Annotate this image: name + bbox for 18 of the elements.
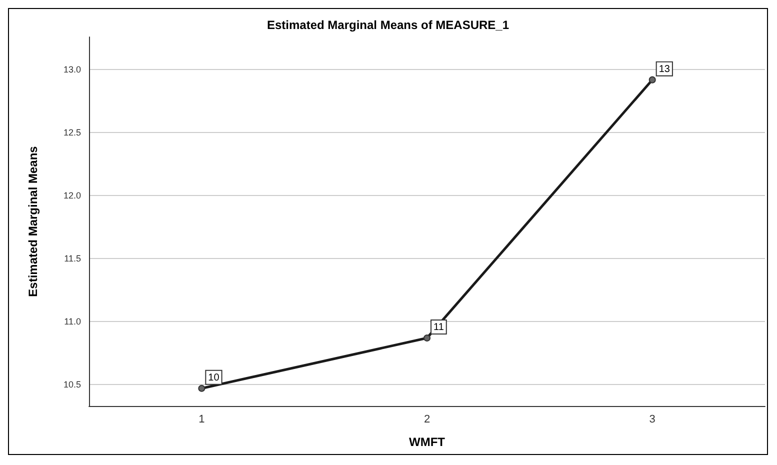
- y-tick-label: 10.5: [63, 380, 81, 390]
- chart-title: Estimated Marginal Means of MEASURE_1: [266, 18, 510, 32]
- y-tick-label: 12.5: [63, 128, 81, 138]
- x-axis-title: WMFT: [409, 435, 446, 449]
- x-tick-label: 3: [649, 414, 656, 426]
- data-label: 10: [208, 372, 220, 384]
- y-tick-label: 11.5: [64, 254, 81, 264]
- point: [424, 334, 430, 342]
- data-label: 11: [434, 322, 444, 333]
- point: [648, 76, 656, 84]
- point: [198, 384, 206, 392]
- data-label: 13: [658, 64, 670, 75]
- y-tick-label: 11.0: [64, 316, 81, 327]
- y-axis-title: Estimated Marginal Means: [26, 146, 40, 297]
- y-tick-label: 12.0: [63, 190, 81, 201]
- x-tick-label: 2: [424, 414, 430, 426]
- y-tick-label: 13.0: [63, 64, 81, 75]
- x-tick-label: 1: [198, 414, 205, 426]
